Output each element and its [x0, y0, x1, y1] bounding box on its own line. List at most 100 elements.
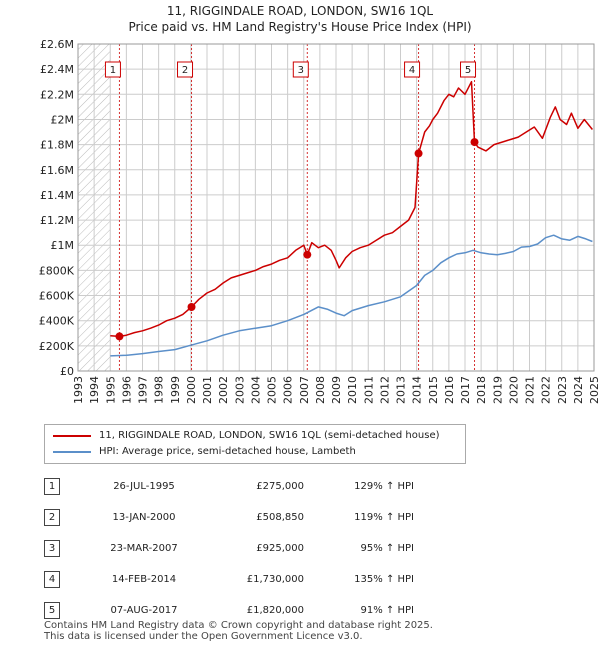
x-tick-label: 2007 — [298, 376, 311, 404]
x-tick-label: 2006 — [282, 376, 295, 404]
y-tick-label: £2M — [51, 113, 75, 126]
legend-label-hpi: HPI: Average price, semi-detached house,… — [99, 446, 356, 457]
x-tick-label: 2020 — [507, 376, 520, 404]
x-tick-label: 2005 — [266, 376, 279, 404]
sale-number-box — [292, 61, 309, 78]
price-chart: 1 2 3 4 5 £0 £200K £400K £600K £800K £1M £1.2M £1.4… — [39, 38, 600, 404]
sale-marker — [470, 138, 479, 147]
legend-item-hpi: HPI: Average price, semi-detached house,… — [53, 446, 356, 457]
sale-price: £275,000 — [256, 481, 304, 492]
sale-hpi-change: 119% ↑ HPI — [354, 512, 414, 523]
sale-number-badge: 3 — [44, 540, 60, 557]
legend-label-property: 11, RIGGINDALE ROAD, LONDON, SW16 1QL (s… — [99, 430, 440, 441]
y-tick-label: £1M — [51, 239, 75, 252]
x-tick-label: 2002 — [217, 376, 230, 404]
x-tick-label: 2004 — [249, 376, 262, 404]
sale-number-label: 1 — [110, 65, 116, 76]
series-line-hpi — [110, 234, 593, 357]
sale-number-label: 2 — [182, 65, 188, 76]
sale-number-label: 5 — [465, 65, 471, 76]
y-tick-label: £2.6M — [40, 38, 74, 51]
x-tick-label: 2011 — [362, 376, 375, 404]
table-row: 5 07-AUG-2017 £1,820,000 91% ↑ HPI — [44, 595, 414, 626]
sale-number-label: 3 — [298, 65, 304, 76]
y-tick-label: £2.2M — [40, 88, 74, 101]
sale-number-label: 4 — [409, 65, 415, 76]
y-tick-label: £1.6M — [40, 164, 74, 177]
sale-marker — [303, 250, 312, 259]
x-tick-label: 2018 — [475, 376, 488, 404]
x-tick-label: 2022 — [540, 376, 553, 404]
footer-line-copyright: Contains HM Land Registry data © Crown c… — [44, 620, 433, 631]
x-tick-label: 2001 — [201, 376, 214, 404]
sale-date: 07-AUG-2017 — [110, 605, 178, 616]
x-tick-label: 2023 — [556, 376, 569, 404]
x-tick-label: 1999 — [169, 376, 182, 404]
y-tick-label: £1.2M — [40, 214, 74, 227]
table-row: 2 13-JAN-2000 £508,850 119% ↑ HPI — [44, 502, 414, 533]
x-tick-label: 2003 — [233, 376, 246, 404]
sale-hpi-change: 91% ↑ HPI — [360, 605, 414, 616]
x-tick-label: 2012 — [378, 376, 391, 404]
y-tick-label: £800K — [39, 264, 75, 277]
plot-border — [77, 43, 595, 372]
x-tick-label: 2013 — [395, 376, 408, 404]
sale-marker — [187, 303, 196, 312]
x-tick-label: 2017 — [459, 376, 472, 404]
x-tick-label: 1997 — [137, 376, 150, 404]
sale-number-badge: 1 — [44, 478, 60, 495]
sales-table: 1 26-JUL-1995 £275,000 129% ↑ HPI 2 13-J… — [44, 471, 414, 626]
footer-line-licence: This data is licensed under the Open Gov… — [44, 631, 363, 642]
y-tick-label: £2.4M — [40, 63, 74, 76]
x-tick-label: 1998 — [153, 376, 166, 404]
sale-hpi-change: 129% ↑ HPI — [354, 481, 414, 492]
x-tick-label: 1994 — [88, 376, 101, 404]
sale-date: 13-JAN-2000 — [112, 512, 176, 523]
sale-number-box — [460, 61, 477, 78]
x-tick-label: 2019 — [491, 376, 504, 404]
sale-price: £508,850 — [256, 512, 304, 523]
sale-number-badge: 5 — [44, 602, 60, 619]
sale-number-badge: 4 — [44, 571, 60, 588]
x-tick-label: 1995 — [104, 376, 117, 404]
x-tick-label: 2000 — [185, 376, 198, 404]
sale-date: 23-MAR-2007 — [110, 543, 178, 554]
x-tick-label: 2021 — [524, 376, 537, 404]
x-tick-label: 2025 — [588, 376, 600, 404]
sale-price: £1,820,000 — [246, 605, 304, 616]
sale-date: 26-JUL-1995 — [113, 481, 175, 492]
y-tick-label: £0 — [60, 365, 74, 378]
x-tick-label: 2010 — [346, 376, 359, 404]
sale-price: £1,730,000 — [246, 574, 304, 585]
table-row: 3 23-MAR-2007 £925,000 95% ↑ HPI — [44, 533, 414, 564]
legend-swatch-property — [53, 434, 91, 437]
sale-price: £925,000 — [256, 543, 304, 554]
sale-hpi-change: 95% ↑ HPI — [360, 543, 414, 554]
sale-date: 14-FEB-2014 — [111, 574, 177, 585]
x-tick-label: 2008 — [314, 376, 327, 404]
sale-number-box — [177, 61, 194, 78]
chart-legend: 11, RIGGINDALE ROAD, LONDON, SW16 1QL (s… — [44, 424, 466, 464]
legend-swatch-hpi — [53, 450, 91, 453]
x-tick-label: 2009 — [330, 376, 343, 404]
sale-marker — [115, 332, 124, 341]
sale-number-box — [404, 61, 421, 78]
sale-hpi-change: 135% ↑ HPI — [354, 574, 414, 585]
y-tick-label: £1.4M — [40, 189, 74, 202]
x-tick-label: 1993 — [72, 376, 85, 404]
y-tick-label: £200K — [39, 340, 75, 353]
x-tick-label: 1996 — [120, 376, 133, 404]
chart-title: 11, RIGGINDALE ROAD, LONDON, SW16 1QL — [166, 4, 434, 18]
table-row: 1 26-JUL-1995 £275,000 129% ↑ HPI — [44, 471, 414, 502]
series-line-property — [110, 80, 593, 338]
x-tick-label: 2024 — [572, 376, 585, 404]
sale-number-box — [104, 61, 121, 78]
sale-number-badge: 2 — [44, 509, 60, 526]
x-tick-label: 2014 — [411, 376, 424, 404]
footer-attribution: Contains HM Land Registry data © Crown c… — [44, 620, 433, 642]
x-tick-label: 2016 — [443, 376, 456, 404]
legend-item-property: 11, RIGGINDALE ROAD, LONDON, SW16 1QL (s… — [53, 430, 440, 441]
y-tick-label: £400K — [39, 315, 75, 328]
chart-subtitle: Price paid vs. HM Land Registry's House … — [128, 20, 472, 34]
y-tick-label: £1.8M — [40, 139, 74, 152]
